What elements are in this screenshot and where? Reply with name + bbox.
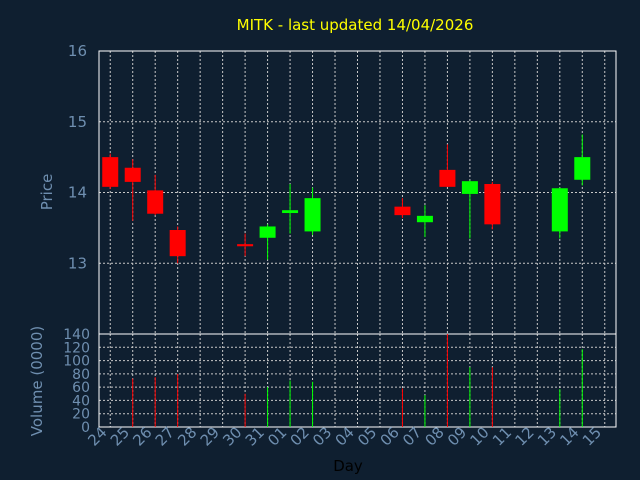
price-tick-label: 16 [68, 42, 87, 60]
candle-body [124, 167, 141, 182]
candle-body [147, 190, 164, 214]
volume-axis-label: Volume (0000) [28, 326, 46, 436]
candle-body [169, 229, 186, 257]
candle-body [237, 244, 254, 247]
day-axis-label: Day [333, 457, 363, 475]
candle-body [304, 198, 321, 232]
volume-tick-label: 60 [72, 380, 90, 396]
candle-body [394, 206, 411, 216]
price-tick-label: 15 [68, 113, 87, 131]
candle-body [574, 157, 591, 180]
volume-tick-label: 140 [63, 327, 90, 343]
candle-body [259, 226, 276, 238]
volume-panel: 0204060801001201402425262728293031010203… [63, 327, 617, 450]
volume-tick-label: 40 [72, 393, 90, 409]
price-axis-label: Price [38, 174, 56, 211]
volume-tick-label: 100 [63, 354, 90, 370]
candle-body [439, 169, 456, 187]
chart-title: MITK - last updated 14/04/2026 [237, 16, 474, 34]
candle-body [461, 181, 478, 194]
candle-body [102, 157, 119, 187]
volume-tick-label: 20 [72, 407, 90, 423]
candle-body [484, 184, 501, 225]
candle-body [416, 215, 433, 223]
candle-body [282, 210, 299, 214]
volume-tick-label: 80 [72, 367, 90, 383]
volume-tick-label: 0 [81, 420, 90, 436]
price-panel: 13 14 15 16 [68, 42, 617, 335]
volume-plot-frame [98, 333, 617, 428]
volume-tick-label: 120 [63, 340, 90, 356]
price-tick-label: 14 [68, 184, 87, 202]
price-tick-label: 13 [68, 254, 87, 272]
candle-body [551, 188, 568, 232]
